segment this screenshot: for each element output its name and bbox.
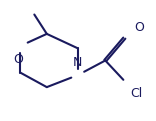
Text: N: N bbox=[73, 56, 82, 69]
Text: O: O bbox=[135, 21, 145, 34]
Text: Cl: Cl bbox=[130, 87, 143, 100]
Text: O: O bbox=[13, 53, 23, 66]
